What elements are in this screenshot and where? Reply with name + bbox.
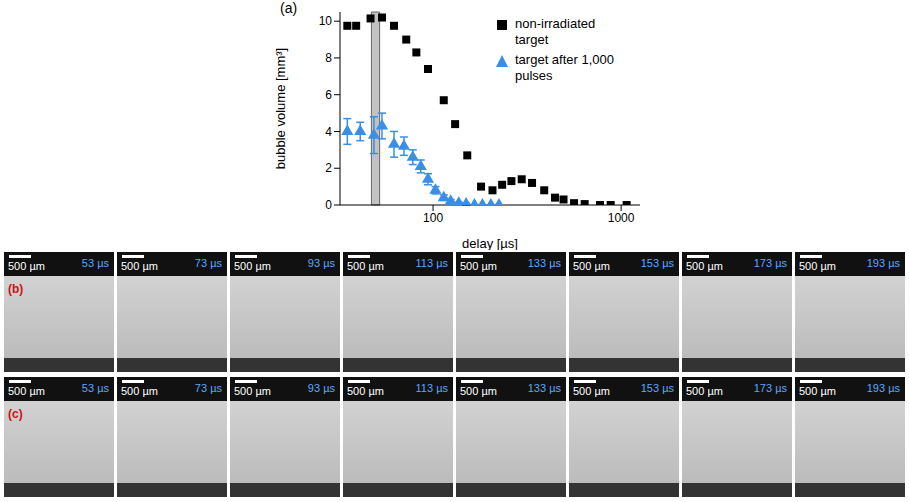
svg-text:100: 100 (423, 211, 443, 225)
svg-text:bubble volume [mm³]: bubble volume [mm³] (273, 48, 288, 169)
html-text:(c): (c) (8, 407, 23, 421)
html-text:500 µm: 500 µm (686, 385, 723, 397)
html-text:73 µs: 73 µs (194, 382, 222, 394)
svg-text:4: 4 (325, 125, 332, 139)
html-text:500 µm: 500 µm (799, 260, 836, 272)
svg-text:6: 6 (325, 88, 332, 102)
html-text:500 µm: 500 µm (8, 260, 45, 272)
html-text:500 µm: 500 µm (686, 260, 723, 272)
html-text:non-irradiated target: non-irradiated target (515, 16, 596, 47)
html-text:193 µs: 193 µs (866, 257, 900, 269)
html-text:153 µs: 153 µs (640, 257, 674, 269)
svg-text:0: 0 (325, 198, 332, 212)
svg-text:delay [µs]: delay [µs] (462, 236, 518, 250)
html-text:(a): (a) (280, 0, 298, 16)
html-text:113 µs: 113 µs (415, 382, 448, 394)
svg-text:1000: 1000 (608, 211, 635, 225)
html-text:93 µs: 93 µs (307, 257, 335, 269)
html-text:113 µs: 113 µs (415, 257, 448, 269)
html-text:500 µm: 500 µm (799, 385, 836, 397)
html-text:500 µm: 500 µm (347, 260, 384, 272)
html-text:500 µm: 500 µm (234, 260, 271, 272)
html-text:500 µm: 500 µm (460, 260, 497, 272)
html-text:500 µm: 500 µm (347, 385, 384, 397)
html-text:target after 1,000 pulses: target after 1,000 pulses (515, 52, 614, 83)
html-text:500 µm: 500 µm (121, 385, 158, 397)
html-text:93 µs: 93 µs (307, 382, 335, 394)
html-text:193 µs: 193 µs (866, 382, 900, 394)
html-text:173 µs: 173 µs (753, 257, 787, 269)
svg-text:8: 8 (325, 51, 332, 65)
svg-text:2: 2 (325, 161, 332, 175)
html-text:(b): (b) (8, 282, 24, 296)
html-text:153 µs: 153 µs (640, 382, 674, 394)
html-text:500 µm: 500 µm (8, 385, 45, 397)
html-text:53 µs: 53 µs (81, 257, 109, 269)
html-text:73 µs: 73 µs (194, 257, 222, 269)
svg-text:10: 10 (319, 14, 333, 28)
html-text:173 µs: 173 µs (753, 382, 787, 394)
html-text:500 µm: 500 µm (460, 385, 497, 397)
html-text:53 µs: 53 µs (81, 382, 109, 394)
html-text:500 µm: 500 µm (573, 260, 610, 272)
html-text:133 µs: 133 µs (527, 382, 561, 394)
html-text:500 µm: 500 µm (121, 260, 158, 272)
html-text:500 µm: 500 µm (573, 385, 610, 397)
html-text:500 µm: 500 µm (234, 385, 271, 397)
html-text:133 µs: 133 µs (527, 257, 561, 269)
